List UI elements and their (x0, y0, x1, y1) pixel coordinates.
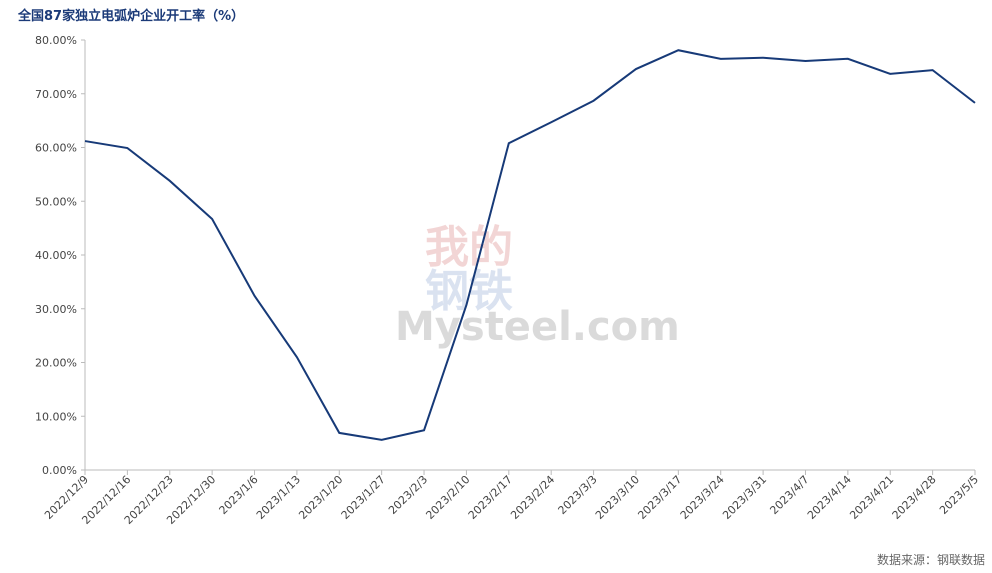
source-note: 数据来源：钢联数据 (877, 552, 985, 567)
x-tick-label: 2023/3/17 (635, 473, 684, 522)
x-tick-label: 2023/4/14 (805, 473, 854, 522)
y-tick-label: 70.00% (35, 88, 77, 101)
y-tick-label: 50.00% (35, 195, 77, 208)
x-tick-label: 2023/4/28 (890, 473, 939, 522)
x-tick-label: 2023/1/13 (254, 473, 303, 522)
x-tick-label: 2023/4/7 (767, 473, 811, 517)
x-tick-label: 2023/1/20 (296, 473, 345, 522)
watermark: 我的 (425, 222, 513, 273)
x-tick-label: 2023/3/24 (678, 473, 727, 522)
x-tick-label: 2023/2/3 (386, 473, 430, 517)
x-tick-label: 2023/5/5 (937, 473, 981, 517)
y-tick-label: 10.00% (35, 410, 77, 423)
watermark: Mysteel.com (395, 304, 680, 350)
x-tick-label: 2023/2/10 (423, 473, 472, 522)
x-tick-label: 2023/3/3 (556, 473, 600, 517)
y-tick-label: 60.00% (35, 142, 77, 155)
x-tick-label: 2023/3/31 (720, 473, 769, 522)
line-series (84, 49, 976, 441)
y-tick-label: 20.00% (35, 357, 77, 370)
y-tick-label: 80.00% (35, 34, 77, 47)
x-tick-label: 2023/3/10 (593, 473, 642, 522)
x-tick-label: 2023/1/6 (217, 473, 261, 517)
y-tick-label: 30.00% (35, 303, 77, 316)
chart-title: 全国87家独立电弧炉企业开工率（%） (17, 8, 244, 24)
x-tick-label: 2023/2/24 (508, 473, 557, 522)
y-tick-label: 40.00% (35, 249, 77, 262)
x-tick-label: 2023/2/17 (466, 473, 515, 522)
x-tick-label: 2023/4/21 (847, 473, 896, 522)
y-tick-label: 0.00% (42, 464, 77, 477)
x-tick-label: 2023/1/27 (339, 473, 388, 522)
